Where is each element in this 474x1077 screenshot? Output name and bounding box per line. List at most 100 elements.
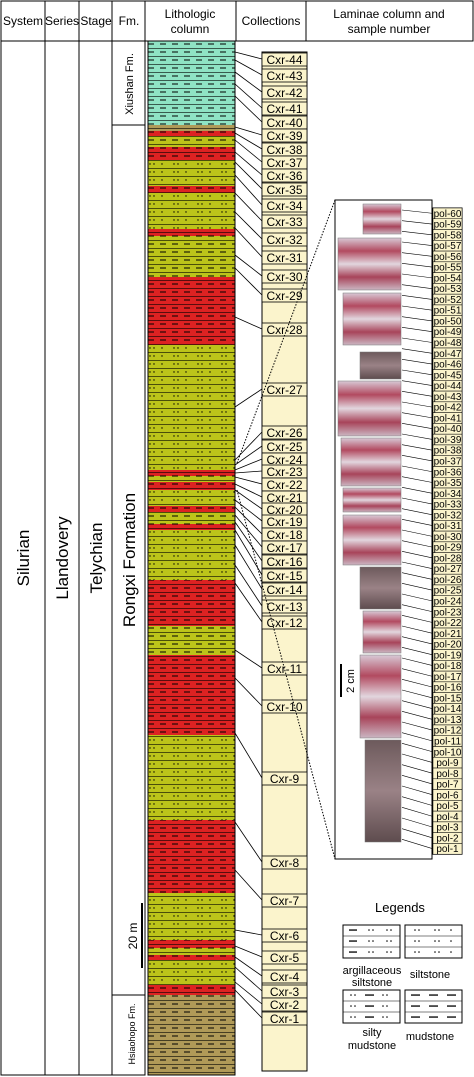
legend-dot [418, 940, 420, 942]
legend-dash [349, 940, 357, 942]
pol-leader [401, 604, 434, 613]
collection-label: Cxr-37 [266, 156, 302, 170]
collection-leader [234, 529, 263, 576]
lithology-bedding [148, 482, 235, 490]
collection-leader [234, 254, 263, 277]
header-lithologic-1: Lithologic [165, 7, 216, 21]
header-frame [0, 0, 474, 42]
pol-leader [401, 668, 434, 677]
header-collections: Collections [242, 14, 301, 28]
pol-leader [401, 625, 434, 634]
collection-leader [234, 677, 263, 707]
legend-dot [414, 929, 416, 931]
legend-dash [429, 1016, 438, 1018]
collection-box [261, 232, 308, 247]
laminae-photo [359, 654, 402, 739]
collection-leader [234, 544, 263, 590]
lithology-bedding [148, 186, 235, 193]
legend-dot [354, 1005, 356, 1007]
collection-box [261, 168, 308, 183]
pol-label: pol-19 [434, 650, 462, 661]
collection-label: Cxr-28 [266, 323, 302, 337]
pol-label: pol-51 [434, 306, 462, 317]
pol-label: pol-27 [434, 564, 462, 575]
collection-box [261, 52, 308, 67]
collection-box [261, 699, 308, 714]
legend-dot [386, 994, 388, 996]
collection-leader [234, 582, 263, 623]
legend-dash [365, 994, 374, 996]
legend-dot [434, 929, 436, 931]
pol-label: pol-58 [434, 230, 462, 241]
collection-leader [234, 71, 263, 93]
collection-leader [234, 59, 263, 76]
collection-leader [234, 929, 263, 936]
legend-dot [368, 951, 370, 953]
laminae-photo [337, 380, 402, 437]
legend-dot [438, 940, 440, 942]
laminae-photo [362, 203, 402, 235]
lithology-bedding [148, 655, 235, 735]
collection-leader [234, 431, 263, 461]
laminae-photo [342, 514, 402, 566]
collection-leader [234, 470, 263, 474]
collection-box [261, 214, 308, 229]
lithology-bedding [148, 160, 235, 186]
collection-label: Cxr-17 [266, 541, 302, 555]
pol-leader [401, 337, 434, 343]
collection-leader [234, 945, 263, 958]
collection-label: Cxr-19 [266, 515, 302, 529]
lithology-bedding [148, 524, 235, 530]
collection-leader [234, 388, 263, 408]
pol-label: pol-47 [434, 349, 462, 360]
legend-dot [386, 951, 388, 953]
collection-box [261, 68, 308, 83]
pol-label: pol-24 [434, 596, 462, 607]
pol-leader [401, 583, 434, 591]
pol-leader [401, 657, 434, 667]
legend-label-silty-mudstone-1: silty [363, 1027, 382, 1039]
collection-leader [234, 989, 263, 1019]
pol-label: pol-33 [434, 500, 462, 511]
pol-sample-column: pol-60pol-59pol-58pol-57pol-56pol-55pol-… [401, 207, 463, 855]
pol-label: pol-53 [434, 284, 462, 295]
lithology-bedding [148, 490, 235, 506]
pol-label: pol-16 [434, 683, 462, 694]
collection-label: Cxr-12 [266, 616, 302, 630]
pol-label: pol-29 [434, 543, 462, 554]
pol-label: pol-15 [434, 693, 462, 704]
collection-leader [234, 192, 263, 222]
pol-leader [401, 327, 434, 333]
legend-dash [349, 951, 357, 953]
collection-box [261, 969, 308, 984]
collection-leader [234, 211, 263, 240]
collection-leader [234, 126, 263, 136]
collection-box [261, 893, 308, 908]
legend: Legends argillaceous siltstone siltstone… [342, 900, 463, 1052]
lithology-bedding [148, 236, 235, 277]
collection-leader [234, 458, 263, 471]
collection-leader [234, 483, 263, 498]
collection-label: Cxr-6 [270, 929, 300, 943]
pol-leader [401, 593, 434, 602]
collection-leader [234, 564, 263, 607]
pol-leader [401, 273, 434, 279]
lithology-bedding [148, 506, 235, 512]
pol-leader [401, 721, 434, 731]
collection-leader [234, 316, 263, 330]
collection-leader [234, 966, 263, 992]
collection-box [261, 250, 308, 265]
collection-label: Cxr-42 [266, 86, 302, 100]
header-stage: Stage [80, 14, 112, 28]
collection-label: Cxr-13 [266, 600, 302, 614]
legend-dot [434, 940, 436, 942]
pol-label: pol-42 [434, 403, 462, 414]
collections-column: Cxr-44Cxr-43Cxr-42Cxr-41Cxr-40Cxr-39Cxr-… [234, 51, 308, 1072]
legend-dot [354, 994, 356, 996]
legend-swatch-siltstone [404, 924, 463, 959]
collection-label: Cxr-14 [266, 583, 302, 597]
laminae-photo [359, 566, 402, 610]
pol-leader [401, 497, 434, 505]
pol-leader [401, 348, 434, 354]
legend-dash [447, 1016, 456, 1018]
